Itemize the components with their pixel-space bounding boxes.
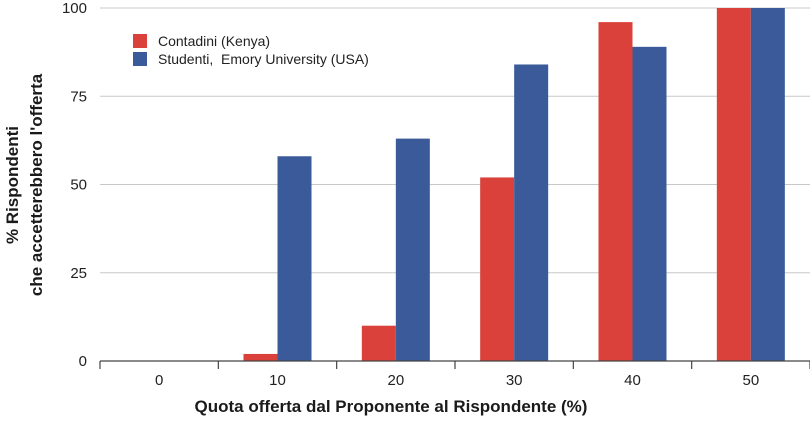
legend-swatch-studenti (133, 52, 147, 66)
y-tick-label-0: 0 (79, 353, 87, 370)
bar-contadini-50 (716, 8, 751, 361)
x-tick-label-30: 30 (506, 372, 523, 389)
y-axis-title-line-1: % Rispondenti (3, 126, 22, 244)
x-axis-title: Quota offerta dal Proponente al Risponde… (195, 397, 588, 416)
y-tick-label-25: 25 (70, 265, 87, 282)
bar-studenti-30 (514, 64, 549, 361)
y-tick-label-100: 100 (62, 0, 87, 17)
x-tick-label-20: 20 (387, 372, 404, 389)
y-tick-label-75: 75 (70, 88, 87, 105)
y-axis-ticks: 0 25 50 75 100 (62, 0, 87, 370)
legend-label-contadini: Contadini (Kenya) (158, 33, 270, 49)
bar-studenti-40 (632, 46, 667, 362)
y-axis-title-line-2: che accetterebbero l'offerta (27, 73, 46, 296)
x-axis: 0 10 20 30 40 50 (99, 360, 810, 389)
bar-studenti-20 (395, 138, 430, 361)
bar-contadini-40 (598, 22, 633, 362)
x-tick-label-10: 10 (269, 372, 286, 389)
bar-studenti-50 (750, 8, 785, 361)
grid-lines (100, 7, 810, 274)
x-tick-label-40: 40 (624, 372, 641, 389)
bar-contadini-10 (243, 353, 278, 361)
bars (243, 8, 785, 362)
legend-label-studenti: Studenti, Emory University (USA) (158, 51, 369, 67)
x-tick-label-50: 50 (742, 372, 759, 389)
legend-swatch-contadini (133, 34, 147, 48)
legend: Contadini (Kenya) Studenti, Emory Univer… (133, 33, 369, 67)
bar-contadini-30 (480, 177, 515, 361)
bar-contadini-20 (361, 325, 396, 361)
x-tick-label-0: 0 (155, 372, 163, 389)
y-tick-label-50: 50 (70, 177, 87, 194)
bar-studenti-10 (277, 156, 312, 361)
